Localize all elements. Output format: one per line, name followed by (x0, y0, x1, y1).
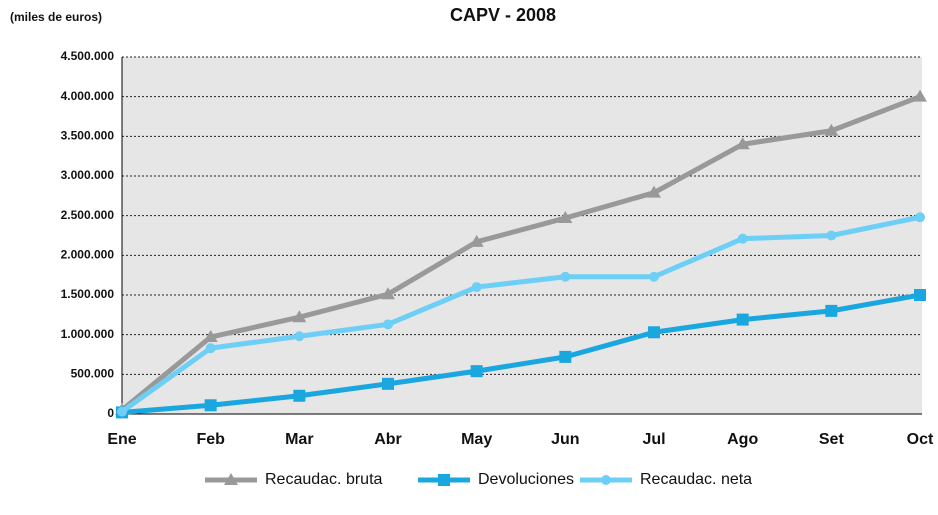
y-tick-label: 1.500.000 (61, 287, 115, 301)
data-point (649, 271, 659, 282)
legend-marker (438, 474, 450, 486)
data-point (292, 310, 307, 323)
legend-marker (224, 473, 238, 485)
y-tick-label: 2.500.000 (61, 208, 115, 222)
data-point (737, 233, 748, 244)
x-tick-label: Mar (285, 431, 313, 448)
y-tick-label: 3.000.000 (61, 168, 115, 182)
data-point (383, 319, 393, 330)
y-tick-label: 0 (107, 406, 114, 420)
data-point (205, 343, 216, 354)
data-point (469, 234, 484, 247)
y-tick-label: 4.500.000 (61, 49, 115, 63)
data-point (914, 289, 926, 301)
chart-title: CAPV - 2008 (450, 5, 556, 25)
data-point (558, 211, 573, 224)
data-point (560, 271, 571, 282)
data-point (204, 399, 217, 412)
data-point (471, 282, 482, 293)
x-tick-label: Abr (374, 431, 402, 448)
legend-marker (601, 475, 611, 485)
y-tick-label: 2.000.000 (61, 248, 115, 262)
data-point (825, 304, 838, 317)
y-tick-label: 3.500.000 (61, 129, 115, 143)
data-point (647, 185, 661, 198)
x-tick-label: Ene (107, 431, 136, 448)
series-line (120, 214, 921, 414)
x-tick-label: Feb (196, 431, 225, 448)
legend-label: Recaudac. bruta (265, 471, 383, 488)
x-tick-label: Jul (642, 431, 665, 448)
legend-label: Devoluciones (478, 471, 574, 488)
data-point (293, 389, 306, 402)
data-point (826, 230, 837, 241)
series-line (120, 94, 921, 412)
data-point (117, 406, 127, 417)
y-tick-label: 4.000.000 (61, 89, 115, 103)
x-tick-label: Oct (907, 431, 934, 448)
data-point (648, 326, 660, 339)
y-tick-label: 500.000 (71, 367, 115, 381)
series-line (121, 292, 921, 415)
x-tick-label: Set (819, 431, 845, 448)
data-point (913, 89, 927, 102)
y-tick-label: 1.000.000 (61, 327, 115, 341)
x-tick-label: Jun (551, 431, 579, 448)
data-point (824, 123, 839, 136)
x-tick-label: Ago (727, 431, 758, 448)
x-tick-label: May (461, 431, 492, 448)
data-point (470, 365, 483, 378)
data-point (915, 212, 925, 223)
data-point (294, 331, 305, 342)
data-point (203, 330, 218, 343)
data-point (736, 313, 749, 326)
y-axis-label: (miles de euros) (10, 10, 102, 24)
legend-label: Recaudac. neta (640, 471, 752, 488)
data-point (559, 350, 572, 363)
data-point (381, 287, 395, 300)
data-point (382, 377, 394, 390)
data-point (735, 137, 750, 150)
